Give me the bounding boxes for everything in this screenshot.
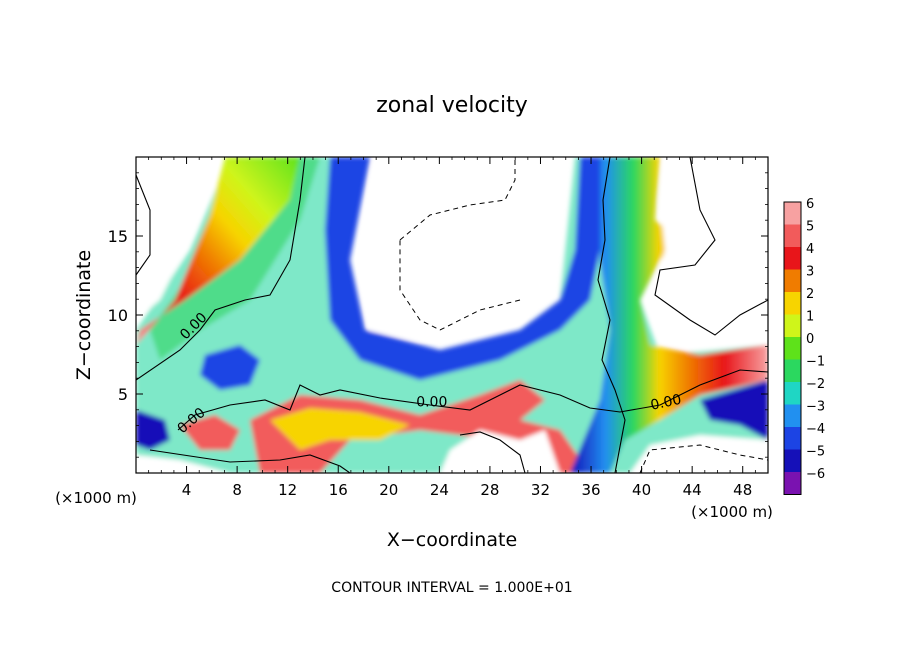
- colorbar-label: 2: [806, 287, 814, 302]
- low-jet-red: [250, 380, 590, 473]
- blue-blob-left: [200, 345, 260, 390]
- contour-upper-left: [136, 174, 151, 276]
- x-unit-left: (×1000 m): [55, 489, 137, 507]
- low-jet-yellow: [270, 408, 410, 450]
- x-tick-label: 12: [278, 481, 297, 499]
- contour-upper-right: [654, 157, 768, 336]
- colorbar-label: 6: [806, 197, 814, 212]
- colorbar-label: 4: [806, 242, 814, 257]
- colorbar-label: −6: [806, 467, 825, 482]
- x-tick-label: 4: [182, 481, 192, 499]
- colorbar-swatch: [784, 202, 801, 225]
- colorbar-swatch: [784, 359, 801, 382]
- x-tick-label: 36: [581, 481, 600, 499]
- x-tick-label: 16: [329, 481, 348, 499]
- colorbar-label: −3: [806, 400, 825, 415]
- colorbar-label: 1: [806, 310, 814, 325]
- blue-edge-upper: [325, 157, 610, 380]
- contour-label: 0.00: [649, 392, 683, 414]
- y-axis-label: Z−coordinate: [73, 250, 95, 380]
- colorbar-swatch: [784, 292, 801, 315]
- colorbar-frame: [783, 201, 802, 495]
- x-axis: 4 8 12 16 20 24 28 32 36 40 44 48: [148, 157, 756, 499]
- colorbar-swatch: [784, 224, 801, 247]
- colorbar-swatch: [784, 247, 801, 270]
- y-tick-label: 10: [108, 306, 128, 325]
- colorbar-label: −2: [806, 377, 825, 392]
- white-lower-right: [630, 435, 768, 473]
- contour-lower-centre: [459, 431, 526, 473]
- colorbar: 6 5 4 3 2 1 0 −1 −2 −3 −4 −5 −6: [783, 197, 825, 495]
- contour-interval-note: CONTOUR INTERVAL = 1.000E+01: [331, 580, 572, 596]
- y-axis: 5 10 15: [108, 172, 768, 458]
- colorbar-swatch: [784, 269, 801, 292]
- colorbar-label: 5: [806, 220, 814, 235]
- x-tick-label: 8: [232, 481, 242, 499]
- colorbar-label: −4: [806, 422, 825, 437]
- white-lower-centre: [440, 430, 560, 473]
- colorbar-swatch: [784, 449, 801, 472]
- colorbar-swatch: [784, 472, 801, 495]
- y-tick-label: 15: [108, 227, 128, 246]
- right-low-purple: [700, 380, 768, 440]
- white-upper-centre: [360, 157, 560, 340]
- x-axis-label: X−coordinate: [387, 529, 517, 551]
- white-upper-right: [650, 157, 768, 350]
- contour-label: 0.00: [416, 395, 447, 411]
- x-unit-right: (×1000 m): [691, 503, 773, 521]
- x-tick-label: 28: [480, 481, 499, 499]
- contour-right-jet: [597, 157, 626, 473]
- chart-title: zonal velocity: [376, 93, 528, 118]
- left-edge-blue: [136, 410, 170, 450]
- colorbar-swatch: [784, 404, 801, 427]
- colorbar-swatch: [784, 427, 801, 450]
- left-low-red: [180, 415, 240, 450]
- white-lower-left: [136, 455, 230, 473]
- x-tick-label: 32: [531, 481, 550, 499]
- colorbar-swatch: [784, 382, 801, 405]
- contour-zero-low: [177, 369, 768, 431]
- contour-zero-left: [136, 157, 306, 381]
- colorbar-label: 0: [806, 332, 814, 347]
- plot-area: 0.000.000.00 0.00: [136, 157, 768, 473]
- colorbar-label: −5: [806, 445, 825, 460]
- colorbar-swatch: [784, 314, 801, 337]
- left-warm-band: [136, 157, 300, 345]
- x-tick-label: 44: [683, 481, 702, 499]
- white-upper-left: [136, 157, 215, 320]
- contour-zero-low2: [149, 449, 351, 473]
- x-tick-label: 48: [733, 481, 752, 499]
- x-tick-label: 40: [632, 481, 651, 499]
- contour-dashed-lower-right: [639, 444, 768, 473]
- x-tick-label: 24: [430, 481, 449, 499]
- colorbar-label: −1: [806, 355, 825, 370]
- right-warm-band: [570, 157, 768, 473]
- colorbar-swatch: [784, 337, 801, 360]
- y-tick-label: 5: [118, 385, 128, 404]
- colorbar-label: 3: [806, 265, 814, 280]
- x-tick-label: 20: [379, 481, 398, 499]
